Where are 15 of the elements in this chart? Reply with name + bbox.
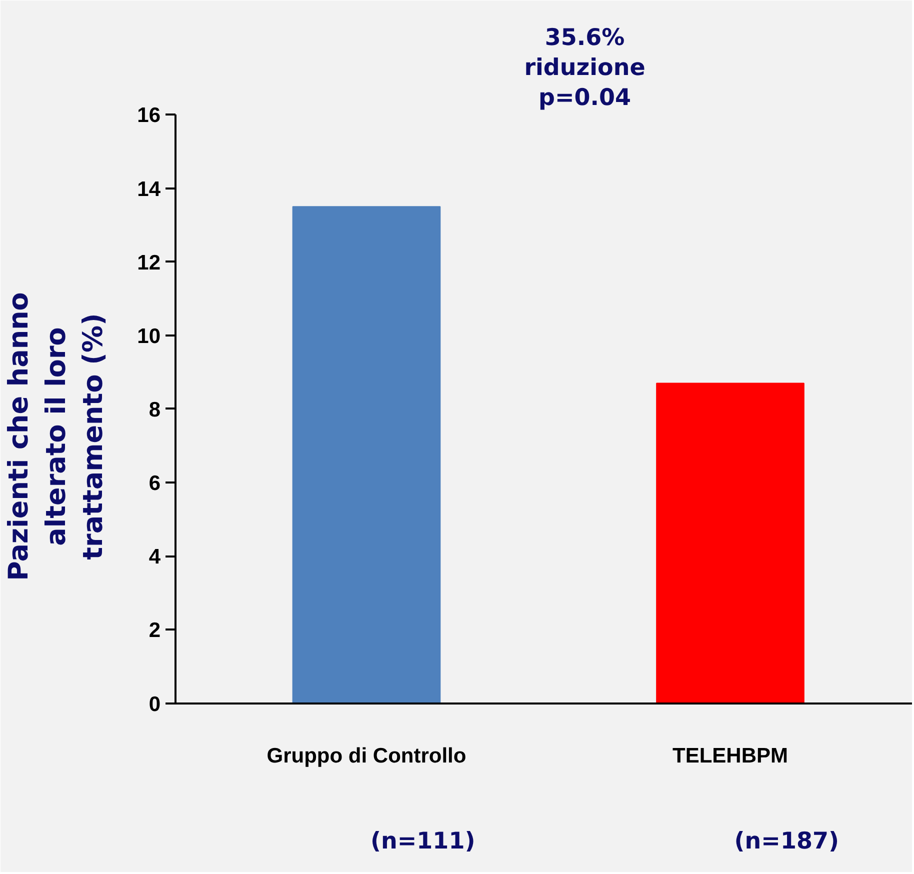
text: (n=187) [734,828,839,854]
y-tick-label: 8 [148,398,161,422]
y-tick-label: 14 [137,178,161,201]
y-tick-label: 0 [148,692,161,716]
x-tick-label: TELEHBPM [672,744,788,768]
y-axis-title: Pazienti che hanno alterato il loro trattamento (%) [4,292,110,581]
y-tick-label: 12 [137,251,160,274]
y-tick-label: 2 [148,619,161,642]
text: 35.6% riduzione p=0.04 [524,25,646,112]
y-tick-label: 10 [137,324,160,348]
x-tick-label: Gruppo di Controllo [266,744,466,768]
y-tick-label: 6 [148,472,161,496]
y-tick-label: 4 [148,546,161,569]
y-tick-label: 16 [137,104,160,128]
text: (n=111) [370,828,476,854]
